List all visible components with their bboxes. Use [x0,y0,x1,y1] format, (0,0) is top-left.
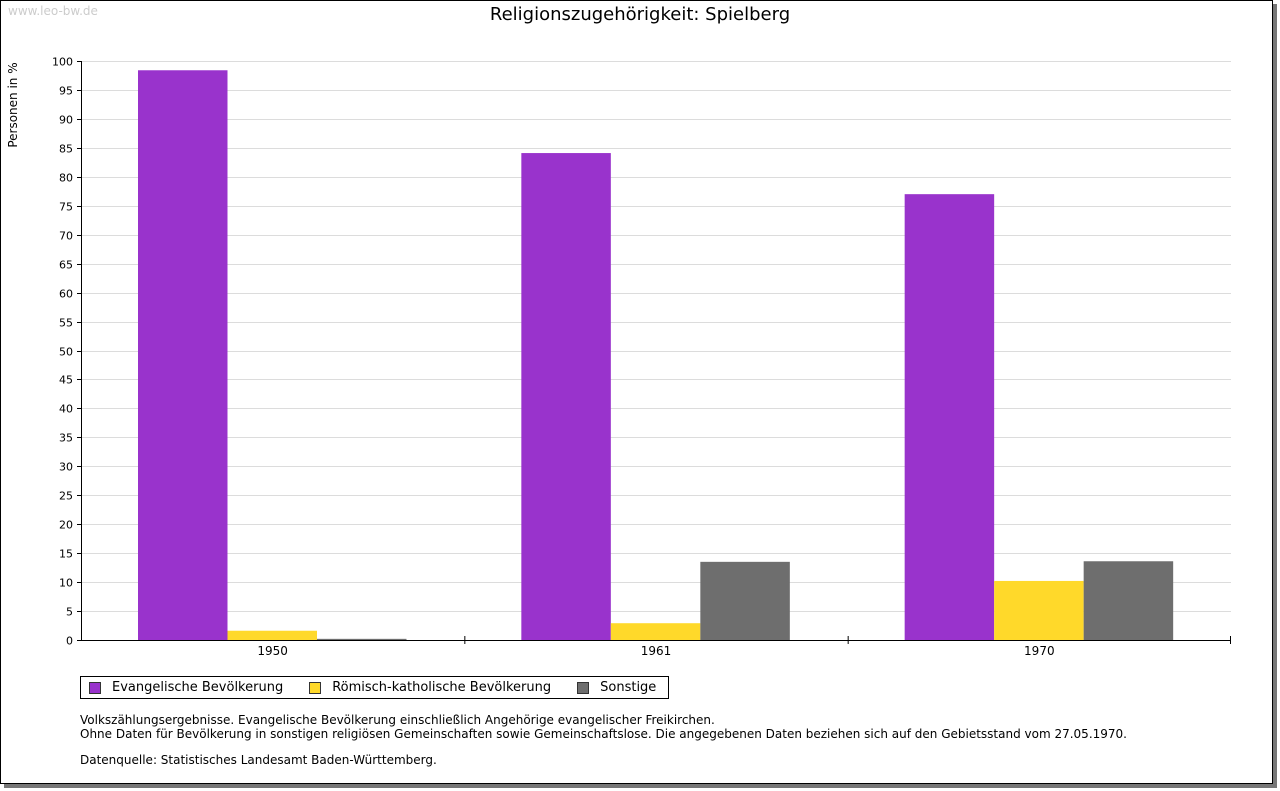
y-tick-label: 75 [59,201,73,214]
legend: Evangelische Bevölkerung Römisch-katholi… [80,676,670,699]
bar-r-misch-katholische-bev-lkerung-1961 [610,623,701,640]
y-tick-label: 70 [59,230,73,243]
legend-item: Sonstige [577,680,656,695]
legend-swatch [89,681,101,694]
x-tick-label: 1970 [1024,644,1055,658]
y-tick-label: 15 [59,548,73,561]
legend-item: Evangelische Bevölkerung [89,680,283,695]
x-tick-label: 1950 [257,644,288,658]
y-tick-label: 80 [59,172,73,185]
y-tick-label: 20 [59,519,73,532]
y-tick-label: 30 [59,461,73,474]
y-tick-label: 85 [59,143,73,156]
legend-label: Römisch-katholische Bevölkerung [332,680,552,695]
legend-swatch [309,681,322,694]
y-tick-label: 5 [66,606,73,619]
y-tick-label: 35 [59,432,73,445]
bar-chart: 0 5 10 15 20 25 30 35 40 45 50 55 60 65 70 75 80 85 90 95 10… [52,56,1231,658]
legend-label: Sonstige [600,680,657,695]
legend-item: Römisch-katholische Bevölkerung [309,680,551,695]
legend-label: Evangelische Bevölkerung [112,680,284,695]
legend-swatch [577,681,590,694]
y-tick-label: 40 [59,403,73,416]
watermark: www.leo-bw.de [8,4,98,18]
x-tick-label: 1961 [641,644,672,658]
note-line: Ohne Daten für Bevölkerung in sonstigen … [80,727,1127,741]
y-tick-label: 100 [52,56,73,69]
y-tick-label: 90 [59,114,73,127]
chart-title: Religionszugehörigkeit: Spielberg [489,4,791,25]
y-tick-label: 65 [59,259,73,272]
bar-evangelische-bev-lkerung-1961 [521,153,611,640]
y-tick-label: 55 [59,317,73,330]
bar-sonstige-1961 [700,561,790,640]
bar-r-misch-katholische-bev-lkerung-1970 [994,580,1084,640]
bar-evangelische-bev-lkerung-1950 [138,70,228,641]
note-line: Volkszählungsergebnisse. Evangelische Be… [80,713,715,727]
bar-evangelische-bev-lkerung-1970 [904,194,995,641]
y-tick-label: 0 [66,635,73,648]
data-source: Datenquelle: Statistisches Landesamt Bad… [80,753,437,767]
chart-notes: Volkszählungsergebnisse. Evangelische Be… [80,713,1127,741]
bar-r-misch-katholische-bev-lkerung-1950 [227,630,317,640]
y-tick-label: 50 [59,346,73,359]
y-tick-label: 60 [59,288,73,301]
bar-sonstige-1970 [1083,561,1174,640]
y-tick-label: 95 [59,85,73,98]
bar-sonstige-1950 [317,638,407,640]
y-tick-label: 10 [59,577,73,590]
y-tick-label: 25 [59,490,73,503]
y-tick-label: 45 [59,374,73,387]
